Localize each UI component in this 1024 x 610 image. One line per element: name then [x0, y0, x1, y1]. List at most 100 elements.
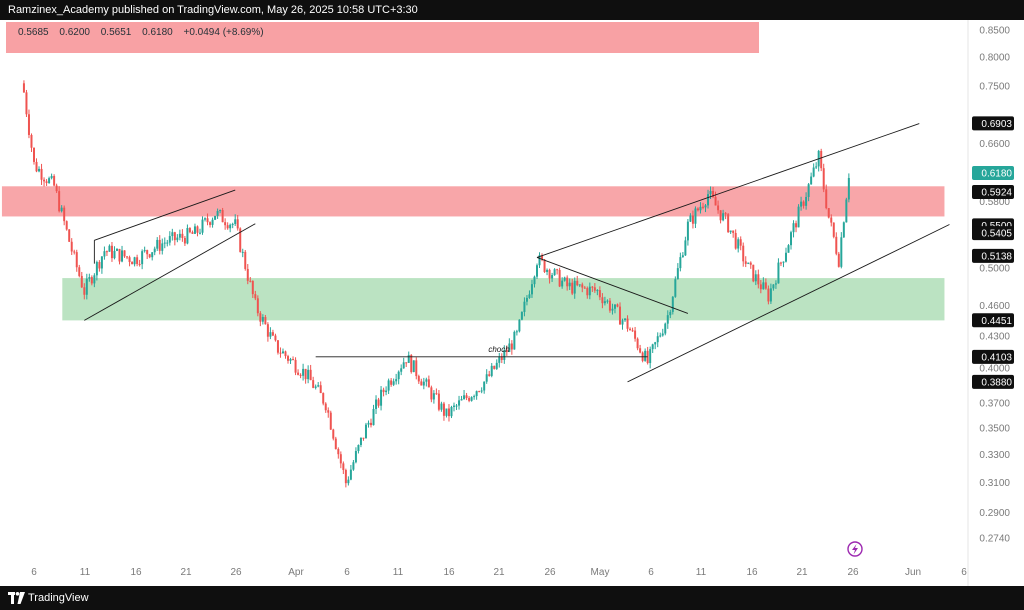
candle-body — [752, 264, 755, 282]
y-tick-label: 0.5800 — [979, 197, 1010, 208]
y-tick-label: 0.7500 — [979, 82, 1010, 93]
candle-body — [188, 228, 191, 233]
candle-body — [769, 288, 772, 302]
candle-body — [659, 335, 662, 337]
candle-body — [224, 222, 227, 226]
x-tick-label: 6 — [31, 567, 37, 578]
candle-body — [115, 248, 118, 251]
candle-body — [691, 215, 694, 224]
candle-body — [759, 284, 762, 290]
candle-body — [211, 219, 214, 225]
candle-body — [415, 360, 418, 377]
candle-body — [556, 269, 559, 271]
candle-body — [38, 168, 41, 172]
candle-body — [400, 368, 403, 372]
legend-change: +0.0494 (+8.69%) — [183, 27, 264, 38]
lightning-event-icon[interactable] — [847, 541, 863, 557]
price-chart[interactable]: choch 0.8500 0.8000 0.7500 0.6600 0.5800 0.500… — [0, 20, 1024, 586]
candle-body — [118, 248, 121, 262]
candle-body — [193, 226, 196, 234]
x-tick-label: Apr — [288, 567, 304, 578]
candle-body — [206, 218, 209, 223]
x-tick-label: 26 — [847, 567, 859, 578]
candle-body — [25, 92, 28, 115]
y-tick-label: 0.3500 — [979, 424, 1010, 435]
candle-body — [666, 315, 669, 324]
candle-body — [221, 210, 224, 223]
candle-body — [264, 317, 267, 325]
candle-body — [842, 222, 845, 238]
candle-body — [302, 368, 305, 376]
x-tick-label: 21 — [180, 567, 192, 578]
footer-bar: TradingView — [0, 586, 1024, 610]
candle-body — [432, 393, 435, 400]
candle-body — [581, 284, 584, 288]
x-tick-label: 16 — [443, 567, 455, 578]
candle-body — [571, 282, 574, 294]
candle-body — [440, 403, 443, 410]
candle-body — [654, 342, 657, 345]
y-tick-label: 0.5000 — [979, 264, 1010, 275]
candle-body — [812, 167, 815, 177]
candle-body — [103, 251, 106, 257]
candle-body — [234, 219, 237, 224]
candle-body — [541, 255, 544, 260]
candle-body — [382, 389, 385, 393]
candle-body — [370, 422, 373, 426]
candle-body — [98, 262, 101, 269]
candle-body — [568, 282, 571, 287]
candle-body — [251, 280, 254, 295]
candle-body — [742, 245, 745, 262]
candle-body — [747, 262, 750, 264]
candle-body — [123, 250, 126, 257]
candle-body — [304, 368, 307, 380]
candle-body — [732, 230, 735, 233]
candle-body — [475, 391, 478, 397]
candle-body — [75, 252, 78, 268]
x-tick-label: 16 — [746, 567, 758, 578]
candle-body — [269, 332, 272, 337]
candle-body — [256, 298, 259, 314]
candle-body — [314, 386, 317, 388]
candle-body — [792, 223, 795, 233]
candle-body — [105, 251, 108, 253]
candle-body — [588, 286, 591, 296]
candle-body — [724, 213, 727, 215]
candle-body — [53, 175, 56, 186]
candle-body — [332, 429, 335, 439]
price-label-0-5405: 0.5405 — [981, 229, 1012, 240]
candle-body — [198, 232, 201, 234]
ohlc-legend-box — [6, 22, 759, 53]
candle-body — [158, 239, 161, 251]
candle-body — [661, 333, 664, 336]
candle-body — [204, 218, 207, 220]
candle-body — [352, 462, 355, 470]
candle-body — [178, 233, 181, 238]
candle-body — [385, 390, 388, 393]
candle-body — [163, 242, 166, 244]
candle-body — [312, 380, 315, 388]
candle-body — [442, 403, 445, 416]
candle-body — [563, 277, 566, 281]
candle-body — [606, 300, 609, 302]
candle-body — [714, 196, 717, 206]
candle-body — [566, 277, 569, 287]
candle-body — [88, 277, 91, 279]
candle-body — [380, 389, 383, 406]
candle-body — [488, 374, 491, 376]
candle-body — [239, 228, 242, 252]
candle-body — [347, 479, 350, 484]
candle-body — [427, 379, 430, 388]
candle-body — [90, 277, 93, 284]
ohlc-legend: 0.5685 0.6200 0.5651 0.6180 +0.0494 (+8.… — [10, 27, 272, 41]
candle-body — [485, 374, 488, 382]
candle-body — [156, 239, 159, 249]
candle-body — [787, 245, 790, 253]
candle-body — [266, 324, 269, 337]
candle-body — [578, 284, 581, 286]
candle-body — [299, 374, 302, 376]
candle-body — [294, 359, 297, 373]
candle-body — [30, 134, 33, 148]
candle-body — [55, 185, 58, 192]
candle-body — [712, 190, 715, 197]
